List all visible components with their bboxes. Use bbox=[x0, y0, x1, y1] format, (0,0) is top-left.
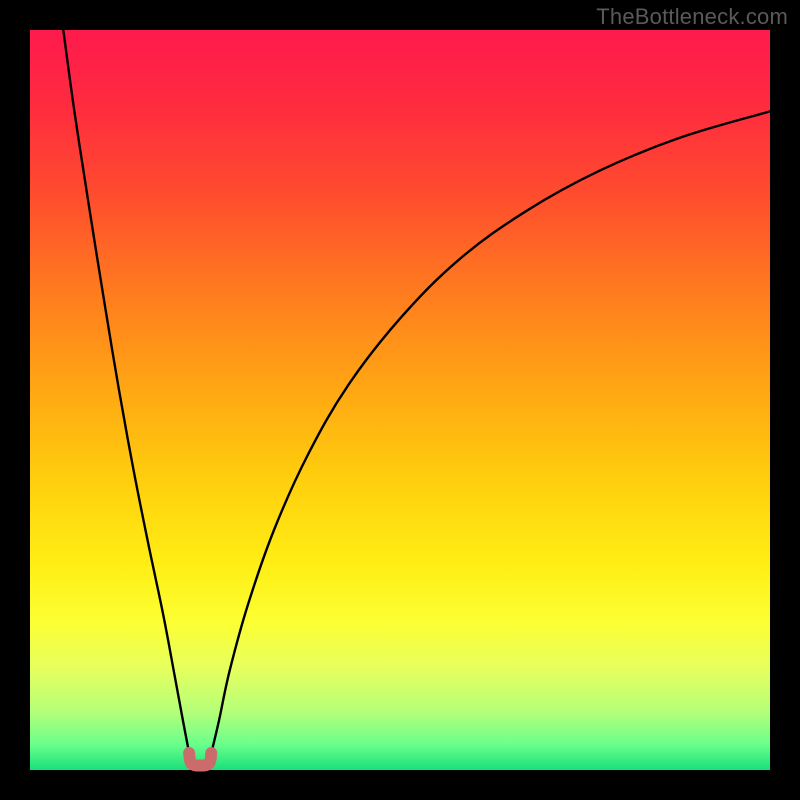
watermark-text: TheBottleneck.com bbox=[596, 4, 788, 30]
chart-root: { "watermark": { "text": "TheBottleneck.… bbox=[0, 0, 800, 800]
plot-background bbox=[30, 30, 770, 770]
bottleneck-chart bbox=[0, 0, 800, 800]
